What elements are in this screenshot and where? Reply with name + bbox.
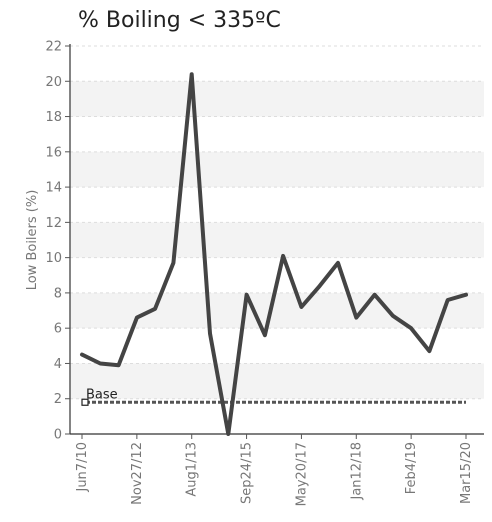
x-tick-label: Jun7/10 [75,442,90,493]
data-point [446,298,450,302]
data-point [427,349,432,353]
data-point [336,261,340,265]
data-point [354,316,358,320]
data-point [372,293,377,297]
y-tick-label: 4 [54,357,62,372]
data-point [190,72,194,76]
x-tick-label: Jan12/18 [349,442,364,501]
axes [69,44,484,435]
x-axis-ticks: Jun7/10 Nov27/12 Aug1/13 Sep24/15 May20/17 Ja… [75,434,474,506]
data-point [464,293,468,297]
data-point [391,314,395,318]
data-point [135,316,139,320]
base-marker [81,398,89,406]
y-tick-label: 6 [54,322,62,337]
grid-lines [70,45,484,400]
base-label: Base [86,387,118,402]
data-point [281,254,285,258]
grid-band [70,363,484,399]
y-tick-label: 22 [45,40,62,55]
series-line [80,72,468,436]
grid-band [70,292,484,329]
data-point [263,333,267,337]
grid-band [70,81,484,117]
y-axis-ticks: 0 2 4 6 8 10 12 14 16 18 20 22 [45,40,70,443]
data-point [80,353,84,357]
y-tick-label: 0 [54,428,62,443]
y-axis-label: Low Boilers (%) [25,190,40,291]
data-point [226,432,230,436]
x-tick-label: Mar15/20 [459,442,474,504]
grid-bands [70,81,484,399]
x-tick-label: Feb4/19 [404,442,419,494]
y-tick-label: 14 [45,181,62,196]
grid-band [70,222,484,258]
x-tick-label: Aug1/13 [185,442,200,497]
data-point [153,307,157,311]
x-tick-label: Sep24/15 [240,442,255,504]
y-tick-label: 16 [45,145,62,160]
chart-title: % Boiling < 335ºC [78,8,281,33]
y-tick-label: 20 [45,75,62,90]
data-point [116,363,121,367]
series-group [80,72,468,436]
data-point [98,361,102,366]
y-tick-label: 12 [45,216,62,231]
data-point [299,305,304,309]
y-tick-label: 2 [54,392,62,407]
base-reference-line: Base [81,387,466,406]
data-point [208,331,212,336]
grid-band [70,151,484,188]
data-point [409,326,413,330]
y-tick-label: 8 [54,286,62,301]
data-point [244,293,249,297]
x-tick-label: May20/17 [294,442,309,506]
y-tick-label: 18 [45,110,62,125]
y-tick-label: 10 [45,251,62,266]
data-point [171,261,176,265]
data-point [318,284,322,288]
x-tick-label: Nov27/12 [130,442,145,505]
